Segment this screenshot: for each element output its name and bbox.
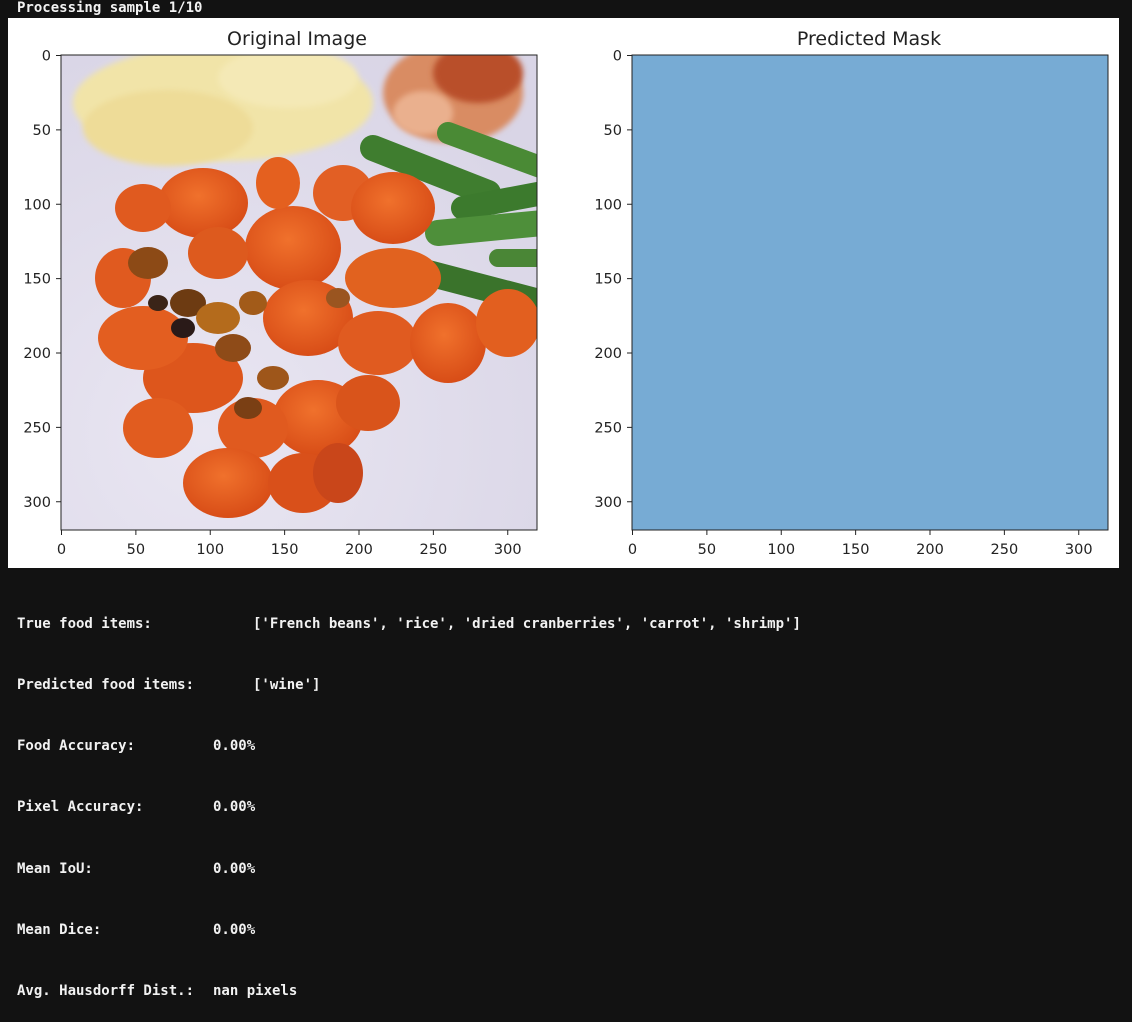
y-tick-label: 200 xyxy=(594,346,622,362)
y-tick-label: 0 xyxy=(42,49,51,65)
y-tick-label: 100 xyxy=(594,197,622,213)
metric-value: 0.00% xyxy=(213,860,256,877)
metric-value: ['French beans', 'rice', 'dried cranberr… xyxy=(253,615,801,632)
y-tick-label: 0 xyxy=(613,49,622,65)
x-tick-label: 150 xyxy=(271,542,299,558)
mask-axes-frame xyxy=(631,54,1109,531)
x-tick-label: 150 xyxy=(842,542,870,558)
x-tick-label: 100 xyxy=(196,542,224,558)
mask-axis-tick-labels: 0 50 100 150 200 250 300 0 50 100 150 200 250 300 xyxy=(594,49,1092,559)
original-axis-ticks xyxy=(56,55,509,535)
predicted-mask-title: Predicted Mask xyxy=(797,28,941,50)
original-image-title: Original Image xyxy=(227,28,367,50)
metric-predicted-items: Predicted food items: ['wine'] xyxy=(17,675,801,695)
metric-label: Mean IoU: xyxy=(17,860,93,877)
y-tick-label: 300 xyxy=(23,495,51,511)
y-tick-label: 200 xyxy=(23,346,51,362)
y-tick-label: 150 xyxy=(23,272,51,288)
metric-mean-dice: Mean Dice: 0.00% xyxy=(17,920,801,940)
metric-label: Predicted food items: xyxy=(17,677,195,694)
y-tick-label: 100 xyxy=(23,197,51,213)
y-tick-label: 250 xyxy=(594,420,622,436)
metric-label: Mean Dice: xyxy=(17,921,102,938)
metric-pixel-accuracy: Pixel Accuracy: 0.00% xyxy=(17,797,801,817)
matplotlib-figure: Original Image xyxy=(8,18,1119,568)
y-tick-label: 300 xyxy=(594,495,622,511)
metric-label: Pixel Accuracy: xyxy=(17,799,144,816)
output-status-line: Processing sample 1/10 xyxy=(17,0,203,16)
original-food-photo xyxy=(61,55,537,530)
original-axis-tick-labels: 0 50 100 150 200 250 300 0 50 100 150 200 250 300 xyxy=(23,49,521,559)
x-tick-label: 100 xyxy=(767,542,795,558)
metric-label: Food Accuracy: xyxy=(17,738,136,755)
metric-value: nan pixels xyxy=(213,983,298,1000)
metric-hausdorff: Avg. Hausdorff Dist.: nan pixels xyxy=(17,981,801,1001)
metric-label: True food items: xyxy=(17,615,152,632)
metric-mean-iou: Mean IoU: 0.00% xyxy=(17,859,801,879)
y-tick-label: 150 xyxy=(594,272,622,288)
y-tick-label: 50 xyxy=(33,123,51,139)
x-tick-label: 0 xyxy=(57,542,66,558)
metric-value: 0.00% xyxy=(213,799,256,816)
metric-value: 0.00% xyxy=(213,738,256,755)
metric-label: Avg. Hausdorff Dist.: xyxy=(17,983,195,1000)
x-tick-label: 200 xyxy=(916,542,944,558)
x-tick-label: 0 xyxy=(628,542,637,558)
y-tick-label: 50 xyxy=(604,123,622,139)
metric-true-items: True food items: ['French beans', 'rice',… xyxy=(17,614,801,634)
original-axes-frame xyxy=(60,54,538,531)
x-tick-label: 50 xyxy=(127,542,145,558)
mask-axis-ticks xyxy=(627,55,1080,535)
x-tick-label: 250 xyxy=(991,542,1019,558)
x-tick-label: 300 xyxy=(1065,542,1093,558)
metric-value: ['wine'] xyxy=(253,677,321,694)
x-tick-label: 50 xyxy=(698,542,716,558)
metrics-output: True food items: ['French beans', 'rice',… xyxy=(17,573,801,1022)
predicted-mask-image xyxy=(632,55,1108,530)
metric-food-accuracy: Food Accuracy: 0.00% xyxy=(17,736,801,756)
metric-value: 0.00% xyxy=(213,921,256,938)
y-tick-label: 250 xyxy=(23,420,51,436)
x-tick-label: 200 xyxy=(345,542,373,558)
figure-canvas: Original Image xyxy=(23,28,1109,559)
x-tick-label: 250 xyxy=(420,542,448,558)
x-tick-label: 300 xyxy=(494,542,522,558)
